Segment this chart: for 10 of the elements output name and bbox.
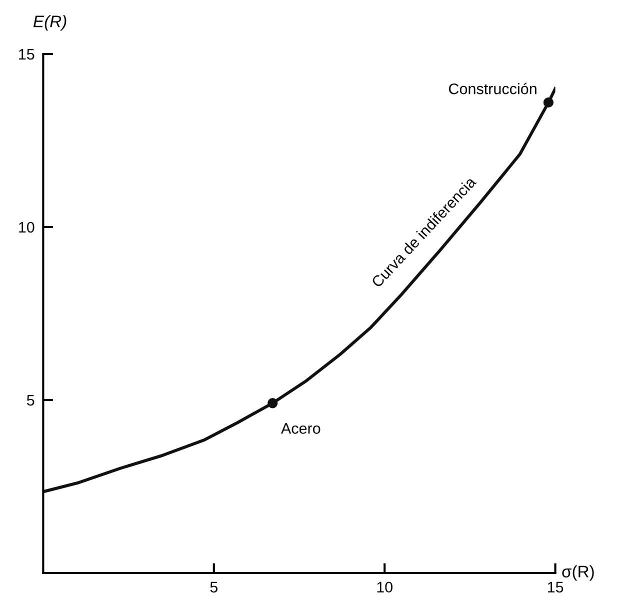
- annotation: Construcción: [448, 82, 536, 94]
- y-tick-label: 15: [19, 49, 34, 60]
- x-axis-title: σ(R): [562, 565, 594, 581]
- annotation: Acero: [280, 423, 320, 434]
- y-tick-label: 5: [26, 395, 34, 406]
- x-tick-label: 10: [377, 582, 392, 593]
- y-axis-title: E(R): [33, 15, 66, 31]
- y-tick-label: 10: [19, 222, 34, 233]
- x-tick-label: 5: [210, 582, 218, 593]
- x-tick-label: 15: [548, 582, 564, 593]
